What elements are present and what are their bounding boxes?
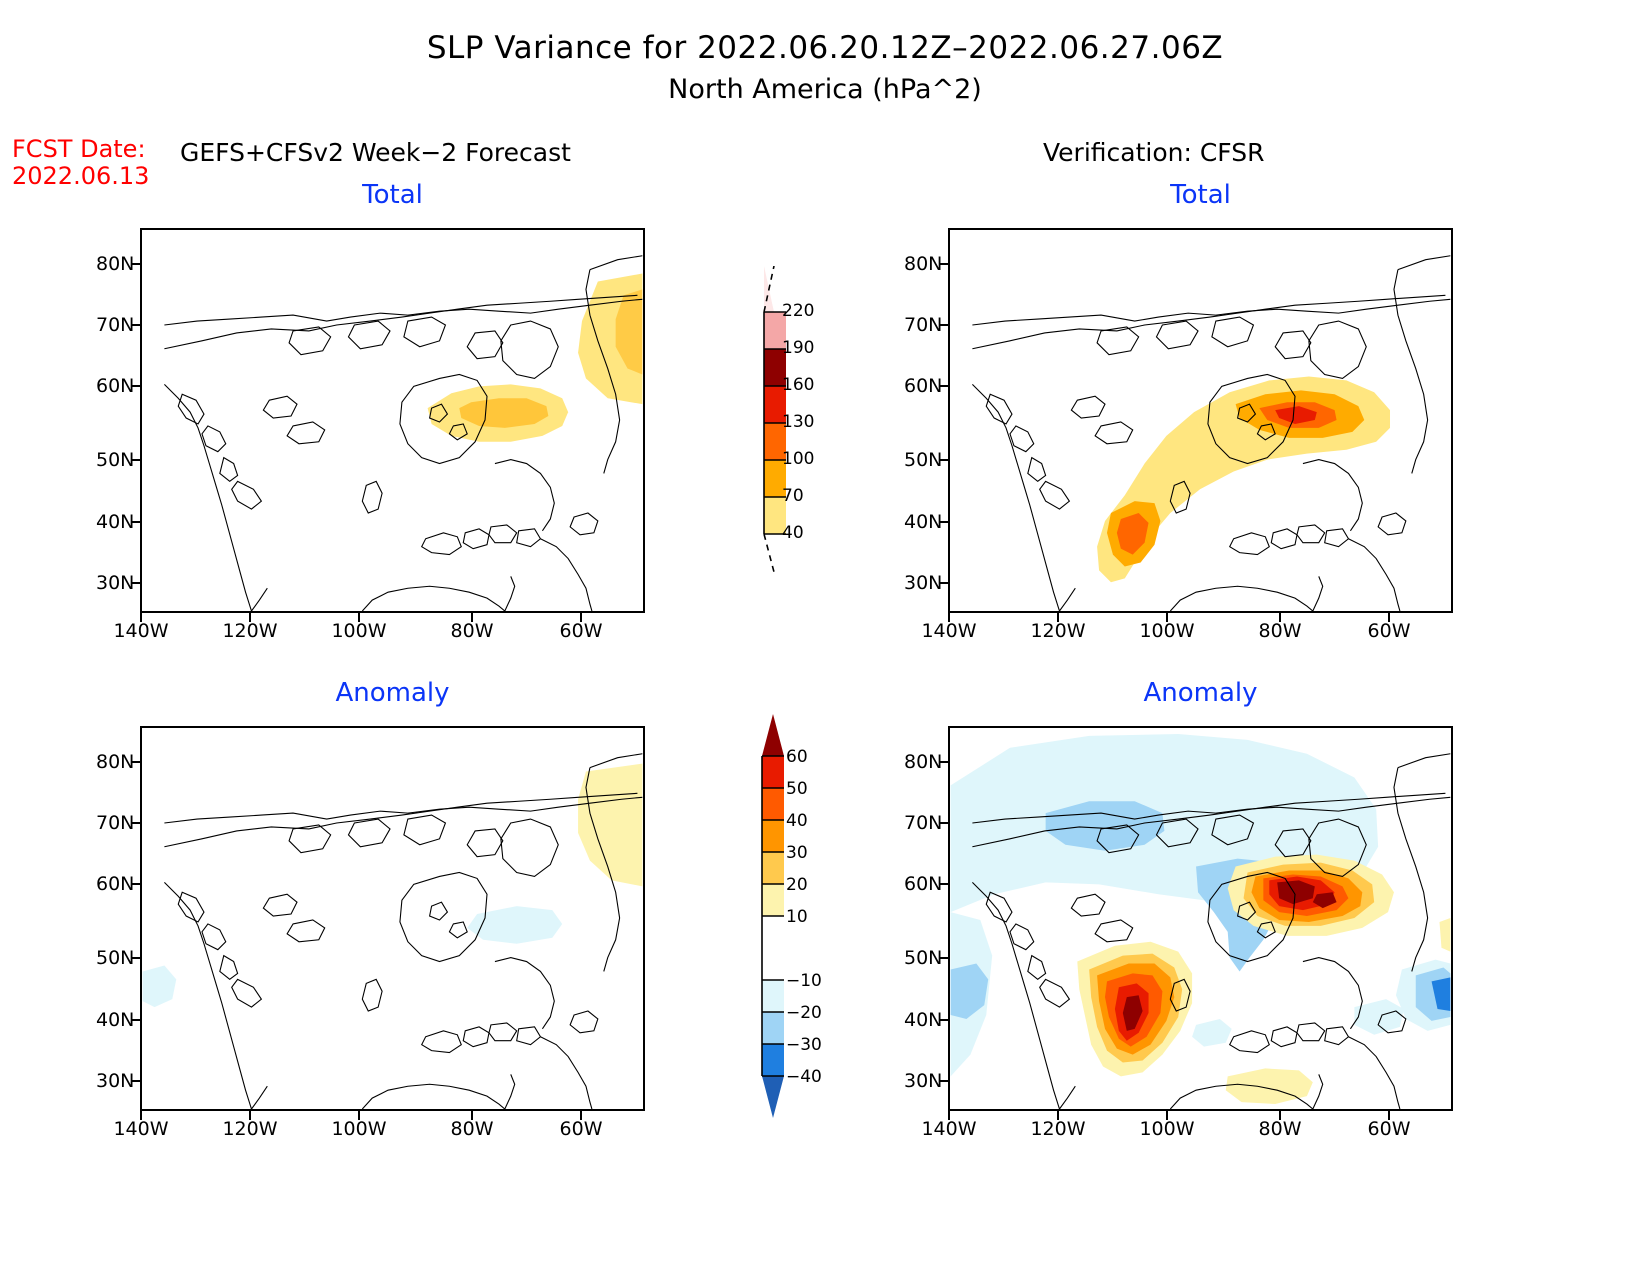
lat-tick-fcst-total-3: 50N	[96, 449, 135, 471]
anomaly-colorbar-tick-neg20: −20	[786, 1003, 822, 1023]
lat-tick-verif-anomaly-0: 80N	[904, 751, 943, 773]
map-verif-anomaly[interactable]	[948, 726, 1453, 1111]
lon-tick-fcst-total-1: 120W	[222, 620, 278, 642]
lon-tick-verif-anomaly-0: 140W	[921, 1118, 977, 1140]
lat-tick-fcst-anomaly-5: 30N	[96, 1070, 135, 1092]
lat-tick-verif-anomaly-3: 50N	[904, 947, 943, 969]
shading-layer	[142, 763, 643, 1008]
total-colorbar-tick-70: 70	[782, 486, 804, 506]
fcst-date-value: 2022.06.13	[12, 161, 150, 190]
lon-tick-verif-anomaly-1: 120W	[1030, 1118, 1086, 1140]
lat-tick-fcst-total-2: 60N	[96, 375, 135, 397]
lon-tick-verif-total-2: 100W	[1139, 620, 1195, 642]
lon-tick-fcst-total-4: 60W	[559, 620, 603, 642]
total-colorbar-tick-190: 190	[782, 338, 815, 358]
total-colorbar-tick-160: 160	[782, 375, 815, 395]
shading-layer	[427, 273, 643, 442]
lon-tick-fcst-total-2: 100W	[331, 620, 387, 642]
lat-tick-fcst-anomaly-1: 70N	[96, 812, 135, 834]
lon-tick-fcst-anomaly-4: 60W	[559, 1118, 603, 1140]
lat-tick-fcst-anomaly-0: 80N	[96, 751, 135, 773]
anomaly-colorbar-tick-30: 30	[786, 843, 808, 863]
lon-tick-verif-anomaly-2: 100W	[1139, 1118, 1195, 1140]
lon-tick-verif-total-4: 60W	[1367, 620, 1411, 642]
panel-title-fcst-total: Total	[362, 180, 423, 210]
total-colorbar-tick-130: 130	[782, 412, 815, 432]
total-colorbar-tick-100: 100	[782, 449, 815, 469]
lat-tick-fcst-total-1: 70N	[96, 314, 135, 336]
anomaly-colorbar[interactable]	[748, 714, 792, 1118]
lat-tick-verif-total-4: 40N	[904, 511, 943, 533]
lat-tick-fcst-total-0: 80N	[96, 253, 135, 275]
anomaly-colorbar-svg	[761, 714, 784, 1118]
map-fcst-anomaly[interactable]	[140, 726, 645, 1111]
map-fcst-total[interactable]	[140, 228, 645, 613]
fcst-date-label: FCST Date:	[12, 135, 146, 163]
lat-tick-verif-total-2: 60N	[904, 375, 943, 397]
right-column-header: Verification: CFSR	[1043, 138, 1265, 167]
panel-title-fcst-anomaly: Anomaly	[335, 678, 450, 708]
lat-tick-fcst-anomaly-3: 50N	[96, 947, 135, 969]
map-canvas-fcst-anomaly	[142, 753, 643, 1109]
lat-tick-verif-anomaly-4: 40N	[904, 1009, 943, 1031]
left-column-header: GEFS+CFSv2 Week−2 Forecast	[180, 138, 571, 167]
lat-tick-fcst-anomaly-4: 40N	[96, 1009, 135, 1031]
lat-tick-verif-total-5: 30N	[904, 572, 943, 594]
lat-tick-fcst-anomaly-2: 60N	[96, 873, 135, 895]
anomaly-colorbar-tick-20: 20	[786, 875, 808, 895]
page-title: SLP Variance for 2022.06.20.12Z–2022.06.…	[426, 30, 1224, 66]
lat-tick-verif-total-3: 50N	[904, 449, 943, 471]
lat-tick-verif-anomaly-2: 60N	[904, 873, 943, 895]
shading-layer	[950, 733, 1451, 1105]
shading-layer	[1097, 376, 1391, 583]
lon-tick-fcst-total-3: 80W	[450, 620, 494, 642]
anomaly-colorbar-tick-neg30: −30	[786, 1035, 822, 1055]
lon-tick-fcst-anomaly-2: 100W	[331, 1118, 387, 1140]
map-verif-total[interactable]	[948, 228, 1453, 613]
lon-tick-fcst-total-0: 140W	[113, 620, 169, 642]
lon-tick-verif-anomaly-3: 80W	[1258, 1118, 1302, 1140]
anomaly-colorbar-tick-10: 10	[786, 907, 808, 927]
lat-tick-verif-anomaly-5: 30N	[904, 1070, 943, 1092]
lat-tick-verif-total-0: 80N	[904, 253, 943, 275]
total-colorbar-tick-220: 220	[782, 301, 815, 321]
fcst-date-block: FCST Date: 2022.06.13	[12, 136, 149, 190]
total-colorbar-tick-40: 40	[782, 523, 804, 543]
total-colorbar[interactable]	[756, 265, 796, 573]
lon-tick-verif-total-3: 80W	[1258, 620, 1302, 642]
panel-title-verif-total: Total	[1170, 180, 1231, 210]
coastline-layer	[163, 753, 643, 1109]
page-subtitle: North America (hPa^2)	[668, 74, 982, 105]
lon-tick-verif-total-0: 140W	[921, 620, 977, 642]
lat-tick-verif-anomaly-1: 70N	[904, 812, 943, 834]
lon-tick-fcst-anomaly-3: 80W	[450, 1118, 494, 1140]
anomaly-colorbar-tick-60: 60	[786, 747, 808, 767]
lon-tick-fcst-anomaly-0: 140W	[113, 1118, 169, 1140]
lon-tick-fcst-anomaly-1: 120W	[222, 1118, 278, 1140]
lat-tick-verif-total-1: 70N	[904, 314, 943, 336]
total-colorbar-svg	[763, 265, 786, 573]
panel-title-verif-anomaly: Anomaly	[1143, 678, 1258, 708]
lat-tick-fcst-total-4: 40N	[96, 511, 135, 533]
lon-tick-verif-total-1: 120W	[1030, 620, 1086, 642]
lon-tick-verif-anomaly-4: 60W	[1367, 1118, 1411, 1140]
map-canvas-verif-total	[971, 255, 1451, 611]
anomaly-colorbar-tick-neg40: −40	[786, 1067, 822, 1087]
lat-tick-fcst-total-5: 30N	[96, 572, 135, 594]
anomaly-colorbar-tick-40: 40	[786, 811, 808, 831]
coastline-layer	[163, 255, 643, 611]
map-canvas-verif-anomaly	[950, 733, 1451, 1109]
anomaly-colorbar-tick-neg10: −10	[786, 971, 822, 991]
anomaly-colorbar-tick-50: 50	[786, 779, 808, 799]
map-canvas-fcst-total	[163, 255, 643, 611]
